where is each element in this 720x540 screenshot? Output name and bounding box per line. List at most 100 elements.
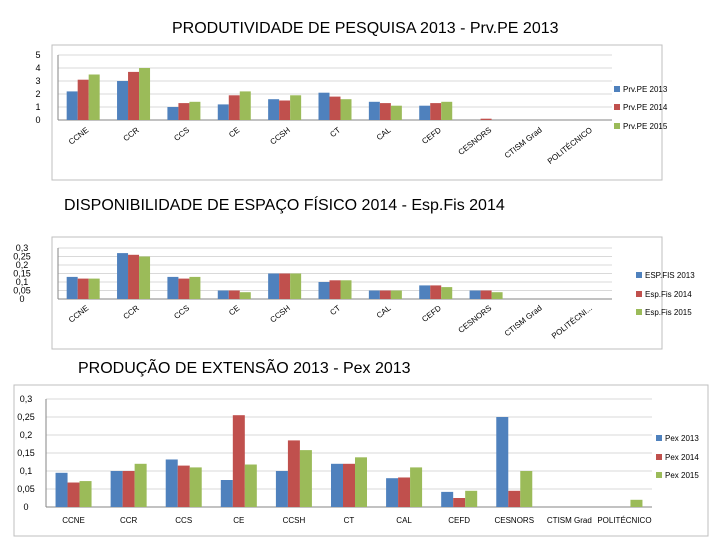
chart1-bar: [279, 100, 291, 120]
chart3-legend-label: Pex 2014: [665, 453, 699, 462]
chart3-bar: [508, 490, 521, 507]
chart2-legend-swatch: [636, 291, 642, 297]
chart2-bar: [368, 290, 380, 299]
chart3-bar: [355, 457, 367, 507]
chart1-bar: [430, 103, 442, 120]
chart2-legend-label: Esp.Fis 2014: [645, 290, 692, 299]
chart1-bar: [318, 92, 330, 120]
chart3-bar: [496, 417, 509, 507]
chart2-bar: [139, 256, 151, 299]
chart3-category-label: CCS: [175, 516, 192, 525]
chart2-bar: [340, 280, 352, 299]
chart1-bar: [480, 118, 492, 120]
chart2-bar: [480, 290, 492, 299]
chart2-legend-swatch: [636, 272, 642, 278]
chart3-bar: [220, 480, 233, 507]
chart1-ytick: 1: [35, 102, 40, 112]
chart2-ytick: 0,3: [16, 243, 29, 253]
chart3-category-label: CTISM Grad: [547, 516, 592, 525]
chart2-bar: [88, 278, 100, 299]
chart2-title: DISPONIBILIDADE DE ESPAÇO FÍSICO 2014 - …: [64, 197, 505, 214]
chart3-bar: [520, 471, 533, 507]
chart1-bar: [178, 103, 190, 120]
chart3-category-label: CE: [233, 516, 244, 525]
chart2-bar: [268, 273, 280, 299]
chart2-legend-swatch: [636, 309, 642, 315]
chart3-bar: [189, 467, 202, 507]
chart2-bar: [329, 280, 341, 299]
chart3-bar: [453, 498, 466, 507]
chart3-bar: [410, 467, 423, 507]
chart3-category-label: CCNE: [62, 516, 85, 525]
chart2-bar: [419, 285, 431, 299]
chart3-bar: [134, 463, 147, 507]
chart1-bar: [379, 103, 391, 120]
chart3-category-label: CEFD: [448, 516, 470, 525]
chart2-bar: [167, 276, 179, 299]
chart3-bar: [299, 450, 312, 507]
chart3-ytick: 0,05: [17, 484, 35, 494]
chart1-ytick: 3: [35, 76, 40, 86]
chart2-bar: [441, 287, 453, 299]
chart3-title: PRODUÇÃO DE EXTENSÃO 2013 - Pex 2013: [78, 360, 411, 377]
chart2-bar: [318, 282, 330, 299]
chart2-frame: [51, 236, 663, 350]
chart2-bar: [290, 273, 302, 299]
chart1-legend-label: Prv.PE 2013: [623, 85, 668, 94]
chart1-bar: [441, 101, 453, 120]
chart1-bar: [117, 81, 129, 120]
chart3-category-label: CCSH: [283, 516, 306, 525]
chart3-bar: [630, 499, 643, 507]
chart2-bar: [189, 276, 201, 299]
chart1-legend-label: Prv.PE 2014: [623, 103, 668, 112]
chart1-bar: [66, 91, 78, 120]
chart3-category-label: CESNORS: [494, 516, 534, 525]
chart3-ytick: 0: [23, 502, 28, 512]
chart3-bar: [441, 491, 454, 507]
chart3-bar: [343, 463, 355, 507]
chart1-bar: [189, 101, 201, 120]
chart1-bar: [368, 101, 380, 120]
chart3-bar: [275, 471, 288, 507]
chart2-bar: [469, 290, 481, 299]
chart3-bar: [465, 490, 478, 507]
chart3-bar: [177, 465, 190, 507]
chart1-legend-swatch: [614, 104, 620, 110]
chart3-bar: [386, 478, 399, 507]
chart3-category-label: CCR: [120, 516, 138, 525]
chart3-ytick: 0,25: [17, 412, 35, 422]
chart1-bar: [77, 79, 89, 120]
chart2-bar: [430, 285, 442, 299]
chart1-bar: [290, 95, 302, 120]
chart1-legend-swatch: [614, 86, 620, 92]
chart1-bar: [139, 68, 151, 120]
chart2-legend-label: ESP.FIS 2013: [645, 271, 695, 280]
chart3-ytick: 0,3: [20, 394, 33, 404]
chart3-category-label: CAL: [396, 516, 412, 525]
chart2-ytick: 0,15: [13, 269, 31, 279]
chart1-ytick: 2: [35, 89, 40, 99]
chart3-bar: [67, 482, 80, 507]
chart1-legend-label: Prv.PE 2015: [623, 122, 668, 131]
chart3-ytick: 0,2: [20, 430, 33, 440]
chart2-ytick: 0,2: [16, 260, 29, 270]
chart3-bar: [331, 463, 343, 507]
chart3-category-label: POLITÉCNICO: [597, 516, 651, 525]
chart2-legend-label: Esp.Fis 2015: [645, 308, 692, 317]
chart1-ytick: 0: [35, 115, 40, 125]
chart2-bar: [491, 292, 503, 299]
chart3-legend-swatch: [656, 472, 662, 478]
chart2-bar: [117, 253, 129, 299]
chart1-bar: [228, 95, 240, 120]
chart2-bar: [379, 290, 391, 299]
chart2-ytick: 0,1: [16, 277, 29, 287]
chart3-bar: [79, 481, 92, 507]
chart2-ytick: 0,05: [13, 286, 31, 296]
chart1-bar: [329, 96, 341, 120]
chart3-bar: [110, 471, 123, 507]
chart1-legend-swatch: [614, 123, 620, 129]
chart2-bar: [66, 276, 78, 299]
chart2-ytick: 0: [19, 294, 24, 304]
chart3-bar: [232, 415, 245, 507]
chart3-bar: [55, 472, 68, 507]
